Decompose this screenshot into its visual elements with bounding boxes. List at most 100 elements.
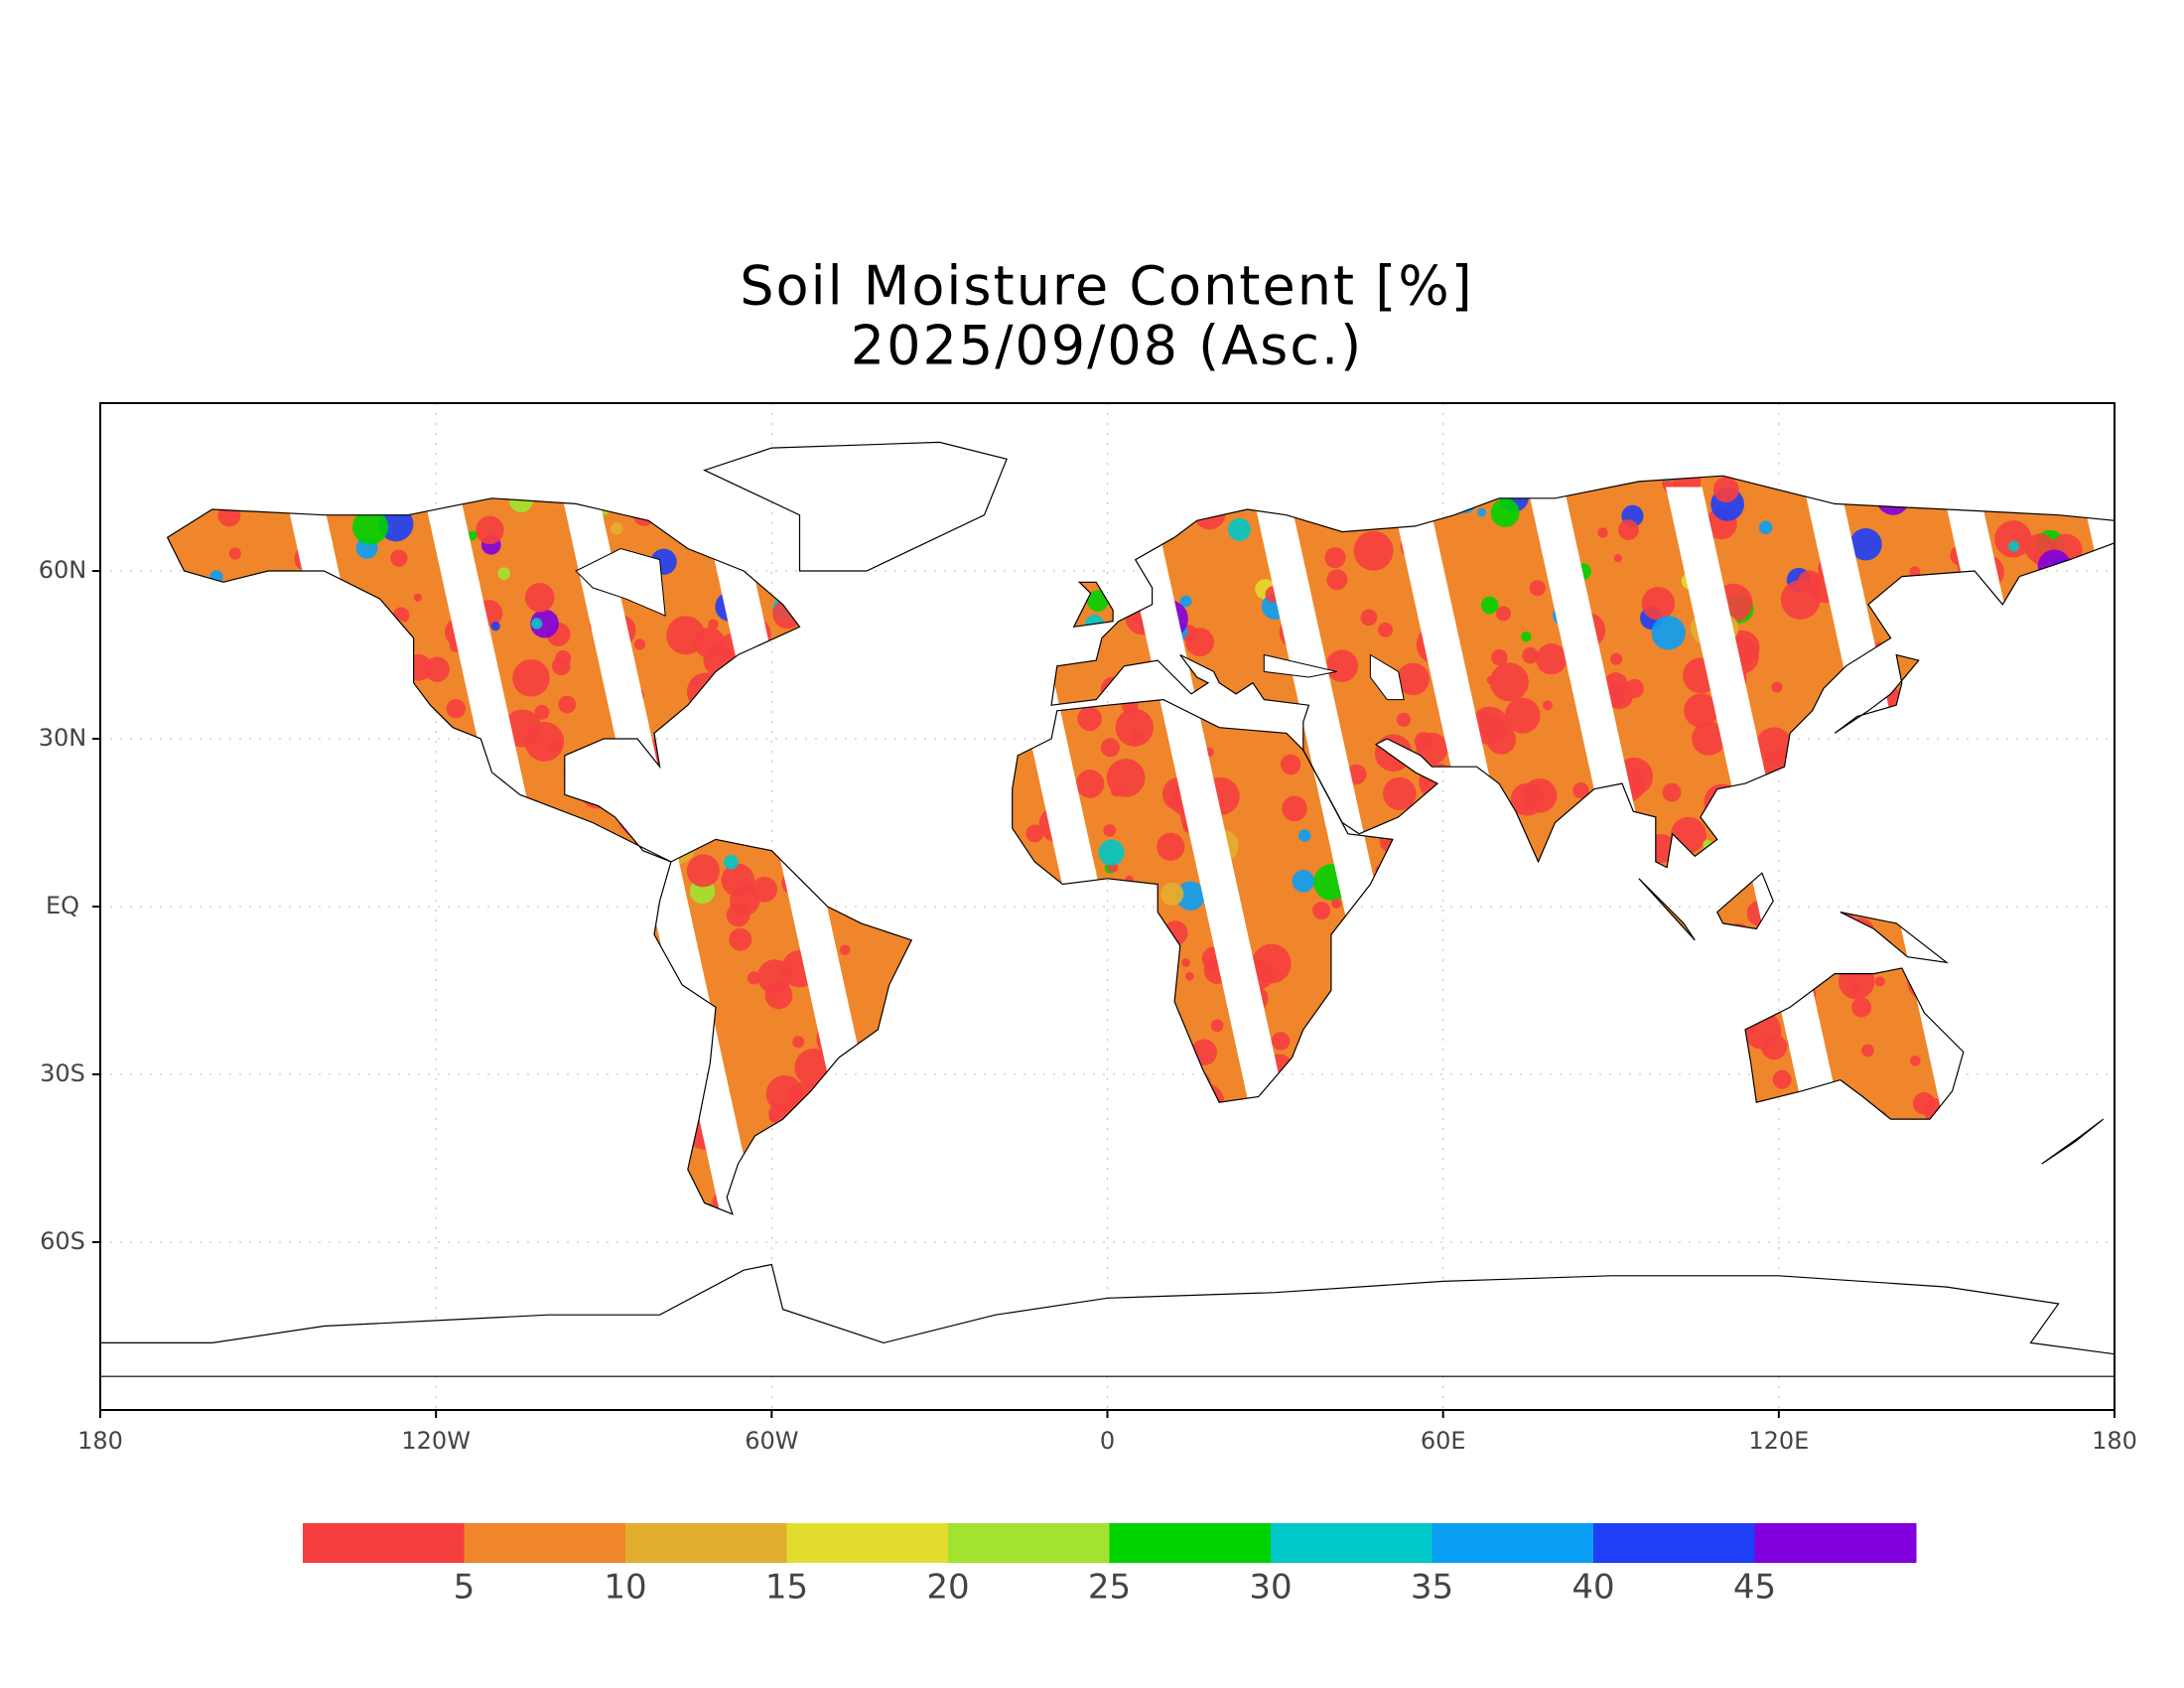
moisture-patch	[1905, 714, 1942, 751]
moisture-patch	[1016, 1072, 1040, 1096]
moisture-patch	[1975, 814, 2002, 841]
moisture-patch	[231, 1023, 260, 1052]
moisture-patch	[1597, 527, 1608, 538]
moisture-patch	[1610, 652, 1623, 665]
moisture-patch	[1944, 684, 1953, 694]
moisture-patch	[825, 1116, 849, 1140]
moisture-patch	[652, 1139, 673, 1160]
moisture-patch	[371, 869, 400, 898]
moisture-patch	[752, 706, 778, 731]
moisture-patch	[558, 695, 577, 714]
x-tick-label: 0	[1100, 1427, 1115, 1455]
moisture-patch	[1755, 727, 1793, 765]
moisture-patch	[205, 897, 216, 908]
moisture-patch	[1093, 1124, 1117, 1148]
moisture-patch	[984, 986, 1005, 1007]
moisture-patch	[922, 1057, 944, 1079]
moisture-patch	[1525, 1095, 1535, 1105]
moisture-patch	[1378, 622, 1394, 637]
moisture-patch	[2059, 478, 2078, 496]
moisture-patch	[1184, 972, 1194, 981]
moisture-patch	[1553, 1058, 1573, 1079]
moisture-patch	[660, 1173, 687, 1199]
moisture-patch	[1761, 1034, 1787, 1060]
moisture-patch	[1348, 1013, 1383, 1048]
moisture-patch	[747, 971, 761, 985]
moisture-patch	[1369, 572, 1388, 592]
moisture-field	[167, 454, 2115, 1214]
moisture-patch	[1282, 1105, 1302, 1126]
moisture-patch	[322, 1167, 343, 1190]
moisture-patch	[1964, 658, 1992, 687]
moisture-patch	[1350, 1140, 1370, 1160]
moisture-patch	[1118, 1022, 1148, 1052]
moisture-patch	[1512, 1134, 1546, 1167]
moisture-patch	[1865, 661, 1894, 690]
moisture-patch	[1535, 867, 1570, 903]
moisture-patch	[576, 1000, 607, 1032]
moisture-patch	[1025, 824, 1044, 843]
moisture-patch	[257, 919, 283, 944]
moisture-patch	[2053, 726, 2086, 759]
moisture-patch	[826, 732, 838, 744]
moisture-patch	[255, 1008, 280, 1033]
moisture-patch	[904, 712, 922, 729]
moisture-patch	[1866, 759, 1888, 780]
coastline	[166, 497, 801, 863]
moisture-patch	[1122, 518, 1145, 541]
moisture-patch	[928, 627, 958, 656]
moisture-patch	[453, 1061, 464, 1071]
y-tick-label: 30N	[39, 724, 87, 752]
moisture-patch	[1530, 867, 1549, 886]
moisture-patch	[1287, 1099, 1318, 1130]
moisture-patch	[1486, 454, 1504, 472]
moisture-patch	[696, 713, 722, 739]
moisture-patch	[463, 753, 473, 763]
moisture-patch	[950, 908, 985, 941]
moisture-patch	[1075, 770, 1105, 798]
moisture-patch	[1046, 549, 1069, 572]
moisture-patch	[1522, 777, 1558, 813]
moisture-patch	[1998, 907, 2015, 923]
moisture-patch	[531, 1181, 541, 1191]
moisture-patch	[1871, 476, 1886, 491]
moisture-patch	[1053, 1068, 1085, 1100]
moisture-patch	[1917, 791, 1953, 827]
moisture-patch	[1157, 832, 1185, 861]
colorbar-segment	[1109, 1523, 1272, 1563]
moisture-patch	[255, 476, 281, 498]
moisture-patch	[467, 530, 478, 541]
moisture-patch	[1928, 1199, 1955, 1214]
moisture-patch	[943, 770, 962, 788]
moisture-patch	[618, 806, 645, 834]
colorbar-label: 10	[604, 1568, 646, 1608]
swath-gap	[836, 487, 1039, 1214]
moisture-patch	[1825, 911, 1859, 945]
moisture-patch	[1477, 507, 1487, 517]
moisture-patch	[735, 491, 748, 504]
moisture-patch	[1752, 1136, 1783, 1168]
moisture-patch	[366, 753, 406, 792]
moisture-patch	[524, 722, 565, 762]
moisture-patch	[1009, 683, 1048, 722]
moisture-patch	[1589, 851, 1627, 889]
moisture-patch	[1907, 966, 1942, 1000]
coastline	[1840, 912, 1950, 964]
moisture-patch	[1000, 669, 1023, 691]
moisture-patch	[1036, 1140, 1050, 1154]
moisture-patch	[1930, 988, 1970, 1028]
moisture-patch	[1190, 1039, 1217, 1065]
moisture-patch	[1930, 804, 1947, 821]
moisture-patch	[2036, 1197, 2058, 1214]
moisture-patch	[1064, 1022, 1092, 1050]
moisture-patch	[1684, 693, 1718, 728]
moisture-patch	[1846, 787, 1872, 812]
moisture-patch	[323, 858, 341, 877]
moisture-patch	[1353, 1112, 1367, 1127]
moisture-patch	[494, 1068, 528, 1102]
moisture-patch	[869, 728, 905, 765]
moisture-patch	[445, 939, 484, 980]
moisture-patch	[1454, 476, 1486, 485]
moisture-patch	[176, 897, 216, 937]
moisture-patch	[1989, 1021, 2024, 1055]
